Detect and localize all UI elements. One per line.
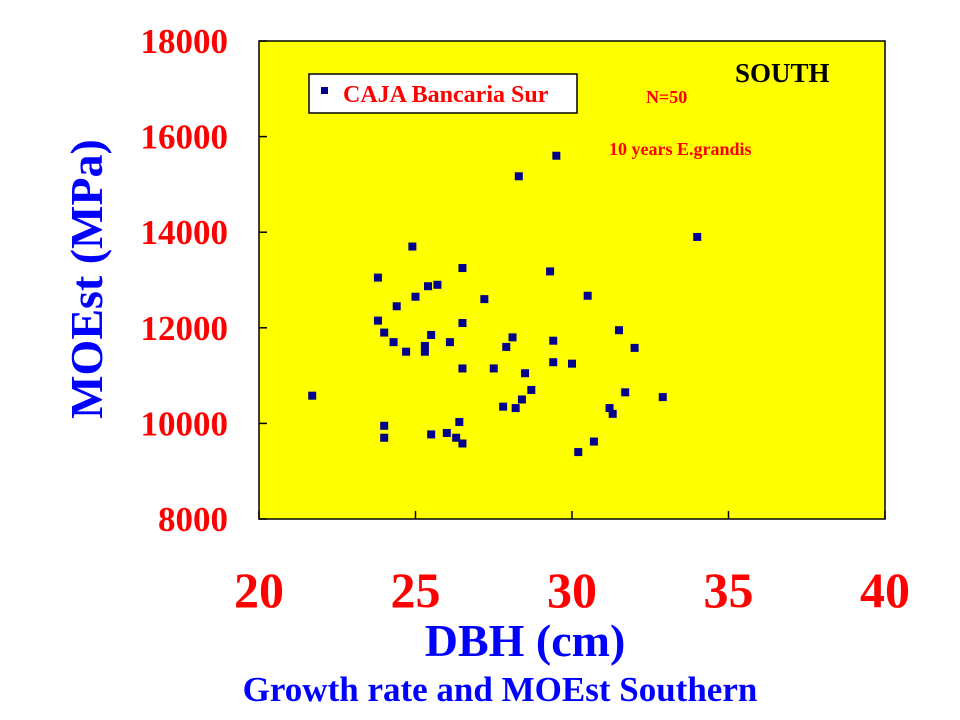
data-point bbox=[373, 273, 382, 282]
data-point bbox=[445, 338, 454, 347]
data-point bbox=[424, 282, 433, 291]
data-point bbox=[508, 333, 517, 342]
y-axis-label: MOEst (MPa) bbox=[61, 139, 112, 419]
data-point bbox=[480, 295, 489, 304]
x-tick-label: 30 bbox=[547, 562, 597, 618]
data-point bbox=[427, 330, 436, 339]
data-point bbox=[380, 328, 389, 337]
x-tick-label: 25 bbox=[391, 562, 441, 618]
data-point bbox=[502, 342, 511, 351]
data-point bbox=[583, 291, 592, 300]
data-point bbox=[452, 433, 461, 442]
region-annotation: SOUTH bbox=[735, 58, 830, 88]
data-point bbox=[517, 395, 526, 404]
data-point bbox=[605, 404, 614, 413]
y-tick-label: 14000 bbox=[141, 213, 229, 252]
data-point bbox=[614, 326, 623, 335]
data-point bbox=[411, 292, 420, 301]
data-point bbox=[427, 430, 436, 439]
x-tick-label: 20 bbox=[234, 562, 284, 618]
sample-size-annotation: N=50 bbox=[646, 87, 687, 107]
data-point bbox=[458, 439, 467, 448]
y-tick-label: 12000 bbox=[141, 309, 229, 348]
data-point bbox=[380, 421, 389, 430]
data-point bbox=[420, 341, 429, 350]
data-point bbox=[568, 359, 576, 368]
data-point bbox=[489, 364, 498, 373]
data-point bbox=[693, 232, 702, 241]
data-point bbox=[621, 388, 630, 397]
x-axis-label: DBH (cm) bbox=[425, 615, 626, 666]
data-point bbox=[308, 391, 317, 400]
x-axis: 20 25 30 35 40 bbox=[234, 511, 910, 618]
data-point bbox=[549, 336, 558, 345]
y-axis: 18000 16000 14000 12000 10000 8000 bbox=[141, 22, 267, 539]
data-point bbox=[389, 338, 398, 347]
legend: CAJA Bancaria Sur bbox=[308, 73, 578, 114]
data-point bbox=[574, 448, 583, 457]
data-point bbox=[514, 172, 523, 181]
data-point bbox=[521, 369, 530, 378]
data-point bbox=[527, 385, 536, 394]
data-point bbox=[455, 417, 464, 426]
y-tick-label: 8000 bbox=[158, 500, 228, 539]
y-tick-label: 16000 bbox=[141, 118, 229, 157]
data-point bbox=[380, 433, 389, 442]
chart-caption: Growth rate and MOEst Southern bbox=[243, 670, 758, 709]
data-point bbox=[458, 364, 467, 373]
data-point bbox=[373, 316, 382, 325]
description-annotation: 10 years E.grandis bbox=[609, 139, 752, 159]
data-point bbox=[552, 151, 561, 160]
data-point bbox=[658, 393, 667, 402]
data-point bbox=[511, 404, 520, 413]
data-point bbox=[608, 409, 617, 418]
y-tick-label: 18000 bbox=[141, 22, 229, 61]
legend-label: CAJA Bancaria Sur bbox=[343, 82, 549, 108]
data-point bbox=[458, 319, 467, 328]
data-point bbox=[499, 402, 508, 411]
data-point bbox=[420, 347, 429, 356]
data-point bbox=[589, 437, 598, 446]
data-point bbox=[546, 267, 555, 276]
data-point bbox=[458, 264, 467, 273]
x-tick-label: 40 bbox=[860, 562, 910, 618]
x-tick-label: 35 bbox=[704, 562, 754, 618]
data-point bbox=[549, 358, 558, 367]
data-points bbox=[308, 151, 702, 457]
data-point bbox=[442, 428, 451, 437]
legend-box bbox=[308, 73, 578, 114]
plot-area bbox=[258, 40, 886, 520]
data-point bbox=[408, 242, 417, 251]
data-point bbox=[630, 343, 639, 352]
data-point bbox=[402, 347, 411, 356]
legend-marker bbox=[321, 87, 328, 94]
data-point bbox=[392, 302, 401, 311]
y-tick-label: 10000 bbox=[141, 404, 229, 443]
data-point bbox=[433, 280, 442, 289]
